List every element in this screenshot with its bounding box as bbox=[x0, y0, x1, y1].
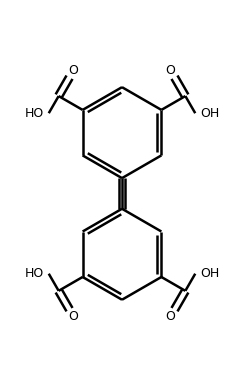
Text: O: O bbox=[166, 64, 175, 77]
Text: HO: HO bbox=[25, 267, 44, 280]
Text: O: O bbox=[69, 310, 78, 323]
Text: HO: HO bbox=[25, 107, 44, 120]
Text: O: O bbox=[166, 310, 175, 323]
Text: O: O bbox=[69, 64, 78, 77]
Text: OH: OH bbox=[200, 107, 219, 120]
Text: OH: OH bbox=[200, 267, 219, 280]
